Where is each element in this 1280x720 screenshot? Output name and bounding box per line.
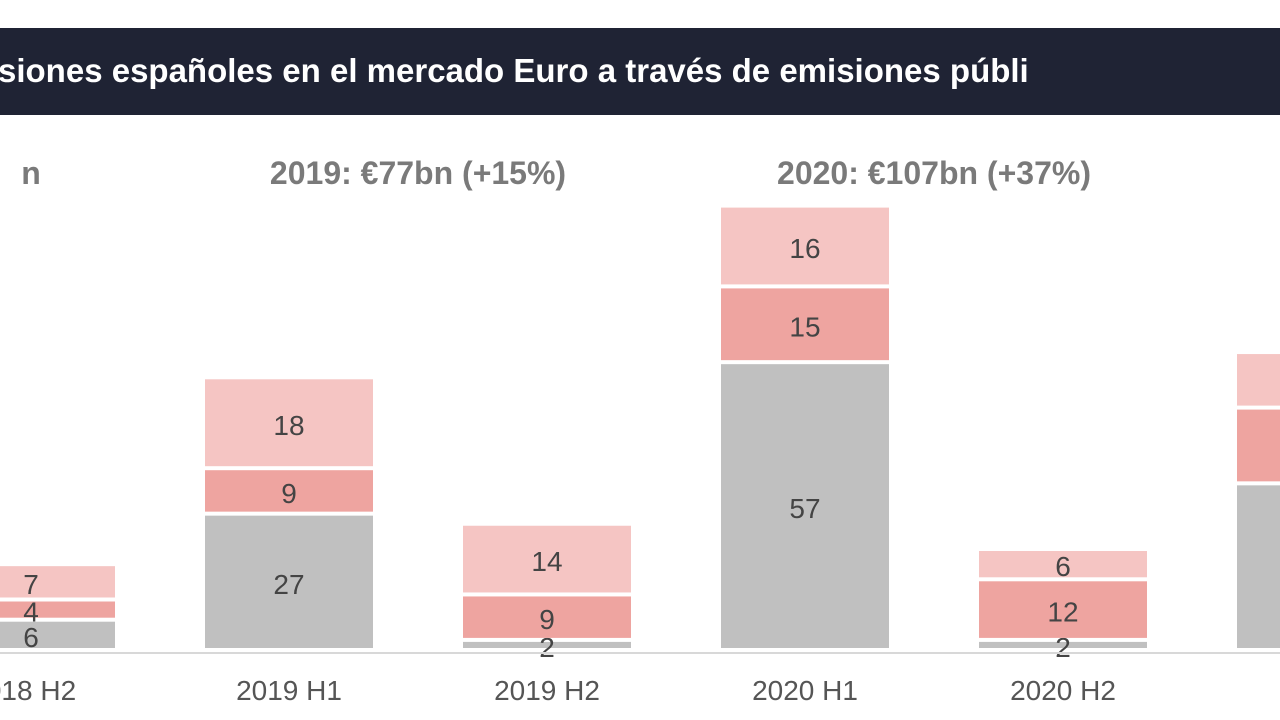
data-label: 6 (23, 622, 39, 653)
bar-segment (205, 515, 373, 648)
bar-segment (1237, 354, 1280, 406)
data-label: 15 (789, 311, 820, 342)
data-label: 14 (531, 546, 562, 577)
data-label: 4 (23, 597, 39, 628)
x-tick-label: 2020 H1 (752, 675, 858, 706)
data-label: 2 (1055, 632, 1071, 663)
bar-segment (979, 551, 1147, 578)
x-tick-label: 2019 H2 (494, 675, 600, 706)
data-label: 12 (1047, 597, 1078, 628)
bar-segment (979, 581, 1147, 638)
bar-segment (721, 288, 889, 361)
data-label: 57 (789, 493, 820, 524)
data-label: 18 (273, 410, 304, 441)
title-bar: siones españoles en el mercado Euro a tr… (0, 28, 1280, 115)
bar-segment (1237, 409, 1280, 482)
data-label: 16 (789, 233, 820, 264)
year-total-label: 2019: €77bn (+15%) (270, 155, 566, 191)
data-label: 9 (281, 478, 297, 509)
data-label: 2 (539, 632, 555, 663)
data-label: 27 (273, 569, 304, 600)
bar-segment (721, 364, 889, 648)
year-total-label: n (21, 155, 41, 191)
bar-segment (1237, 485, 1280, 648)
bar-segment (205, 470, 373, 512)
bar-segment (721, 207, 889, 285)
bar-segment (463, 596, 631, 638)
chart-title: siones españoles en el mercado Euro a tr… (0, 52, 1029, 89)
bar-segment (463, 525, 631, 593)
data-label: 9 (539, 604, 555, 635)
bar-segment (0, 601, 115, 618)
bar-segment (979, 641, 1147, 648)
bar-segment (0, 566, 115, 598)
bar-segment (205, 379, 373, 467)
year-total-label: 2020: €107bn (+37%) (777, 155, 1091, 191)
x-tick-label: 018 H2 (0, 675, 76, 706)
bar-segment (463, 641, 631, 648)
x-tick-label: 2020 H2 (1010, 675, 1116, 706)
data-label: 7 (23, 569, 39, 600)
x-tick-label: 2019 H1 (236, 675, 342, 706)
data-label: 6 (1055, 551, 1071, 582)
bar-segment (0, 621, 115, 648)
